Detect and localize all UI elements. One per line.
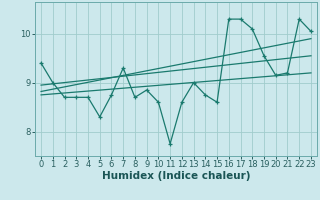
X-axis label: Humidex (Indice chaleur): Humidex (Indice chaleur) (102, 171, 250, 181)
